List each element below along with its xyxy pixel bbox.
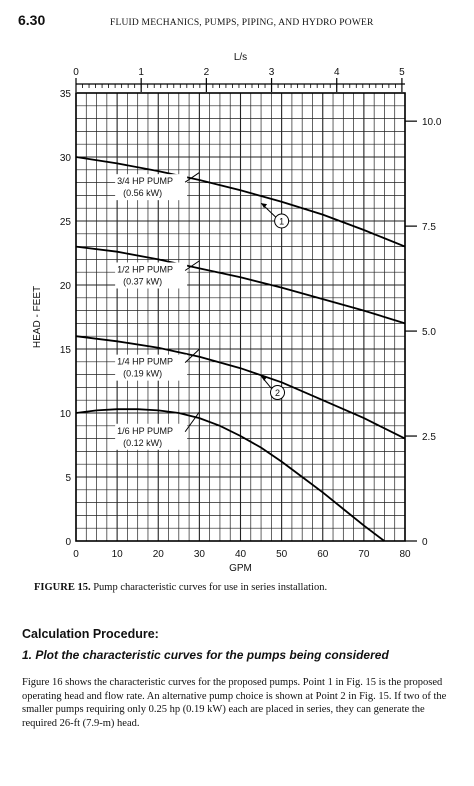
pump-label-background (115, 423, 188, 450)
operating-point-2: 2 (260, 375, 286, 401)
pump-curve-label-1: 3/4 HP PUMP (0.56 kW) (115, 172, 200, 201)
pump-curve-2 (75, 245, 406, 325)
y-axis-title: HEAD - FEET (32, 286, 43, 348)
operating-point-1: 1 (260, 202, 290, 229)
running-title: FLUID MECHANICS, PUMPS, PIPING, AND HYDR… (110, 18, 374, 28)
figure-caption-text: Pump characteristic curves for use in se… (93, 582, 328, 593)
step-heading: 1. Plot the characteristic curves for th… (22, 648, 389, 662)
pump-curve-label-3: 1/4 HP PUMP (0.19 kW) (115, 349, 200, 381)
y-tick-label: 5 (65, 473, 71, 484)
y-tick-label: 10 (60, 409, 72, 420)
pump-label-rating: 1/4 HP PUMP (117, 357, 173, 367)
figure-label: FIGURE 15. (34, 582, 91, 593)
pump-curve-label-4: 1/6 HP PUMP (0.12 kW) (115, 412, 200, 450)
y2-tick-label: 5.0 (422, 327, 436, 338)
operating-point-number: 1 (279, 217, 284, 227)
pump-label-background (115, 354, 188, 381)
pump-curve-3 (75, 335, 406, 440)
y2-tick-label: 0 (422, 537, 428, 548)
y2-tick-label: 10.0 (422, 117, 442, 128)
pump-label-leader (184, 172, 200, 183)
x-tick-label: 70 (358, 549, 370, 560)
operating-point-circle (274, 213, 290, 229)
y-tick-label: 25 (60, 217, 72, 228)
chart-labels: 3/4 HP PUMP (0.56 kW) 1/2 HP PUMP (0.37 kW)… (115, 172, 290, 450)
x-axis-title: GPM (229, 563, 252, 574)
operating-point-arrowhead (261, 375, 268, 381)
body-paragraph: Figure 16 shows the characteristic curve… (22, 677, 447, 729)
x2-tick-label: 2 (204, 67, 210, 78)
pump-characteristic-chart: 3/4 HP PUMP (0.56 kW) 1/2 HP PUMP (0.37 kW)… (32, 52, 442, 574)
x2-tick-label: 3 (269, 67, 275, 78)
x-tick-label: 10 (112, 549, 124, 560)
pump-curve-1 (75, 156, 406, 248)
pump-label-kw: (0.37 kW) (123, 276, 162, 286)
pump-label-kw: (0.56 kW) (123, 188, 162, 198)
x-tick-label: 40 (235, 549, 247, 560)
y-tick-label: 0 (65, 537, 71, 548)
pump-curve-label-2: 1/2 HP PUMP (0.37 kW) (115, 260, 200, 289)
x-tick-label: 60 (317, 549, 329, 560)
page-number: 6.30 (18, 12, 46, 28)
x2-tick-label: 0 (73, 67, 79, 78)
chart-grid (75, 92, 406, 542)
pump-label-rating: 1/2 HP PUMP (117, 264, 173, 274)
x-tick-label: 30 (194, 549, 206, 560)
chart-curves (75, 156, 406, 542)
x-tick-label: 80 (399, 549, 411, 560)
pump-label-background (115, 262, 188, 289)
pump-label-leader (184, 412, 200, 433)
plot-frame (75, 92, 406, 542)
pump-label-kw: (0.12 kW) (123, 438, 162, 448)
pump-label-background (115, 174, 188, 201)
pump-curve-4 (75, 408, 385, 542)
pump-label-kw: (0.19 kW) (123, 369, 162, 379)
section-heading: Calculation Procedure: (22, 627, 159, 641)
pump-label-rating: 3/4 HP PUMP (117, 176, 173, 186)
pump-label-leader (184, 260, 200, 271)
operating-point-circle (270, 385, 286, 401)
figure-caption: FIGURE 15. Pump characteristic curves fo… (34, 582, 454, 593)
y2-tick-label: 2.5 (422, 432, 436, 443)
y2-tick-label: 7.5 (422, 222, 436, 233)
x-tick-label: 20 (153, 549, 165, 560)
x2-tick-label: 4 (334, 67, 340, 78)
y-tick-label: 35 (60, 89, 72, 100)
x2-tick-label: 1 (138, 67, 144, 78)
x2-axis-title: L/s (234, 52, 247, 63)
pump-label-leader (184, 349, 200, 364)
x2-tick-label: 5 (399, 67, 405, 78)
y-tick-label: 20 (60, 281, 72, 292)
pump-label-rating: 1/6 HP PUMP (117, 426, 173, 436)
operating-point-number: 2 (275, 388, 280, 398)
y-tick-label: 15 (60, 345, 72, 356)
x-tick-label: 0 (73, 549, 79, 560)
y-tick-label: 30 (60, 153, 72, 164)
page-header: 6.30 FLUID MECHANICS, PUMPS, PIPING, AND… (18, 6, 458, 46)
x-tick-label: 50 (276, 549, 288, 560)
operating-point-arrowhead (261, 203, 268, 209)
